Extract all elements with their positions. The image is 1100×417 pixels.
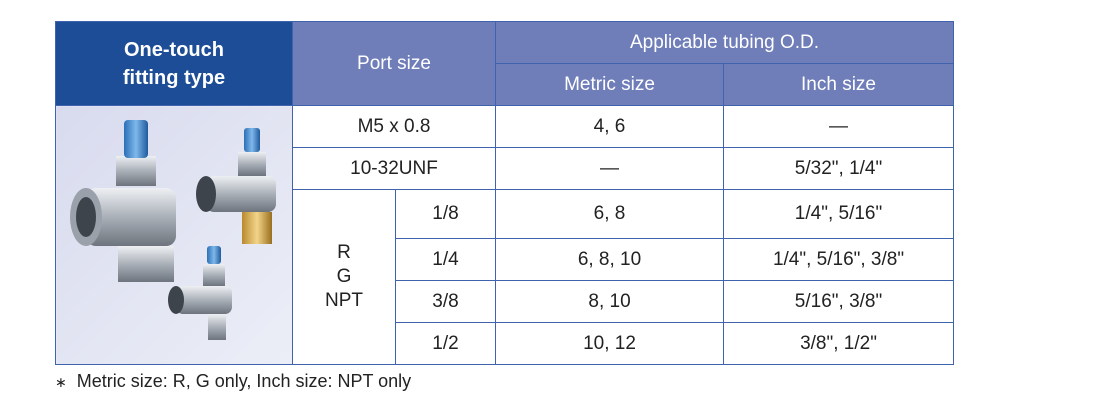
header-text: fitting type [122, 66, 226, 89]
thread-cell: R G NPT [292, 189, 396, 365]
fitting-brass [196, 128, 276, 244]
row: 1/4 6, 8, 10 1/4", 5/16", 3/8" [56, 238, 955, 281]
header-cell: Metric size [495, 63, 725, 106]
row: 3/8 8, 10 5/16", 3/8" [56, 280, 955, 323]
cell: 4, 6 [495, 105, 725, 148]
cell: 10-32UNF [291, 147, 497, 190]
cell: 1/2 [394, 322, 497, 365]
header-row: Metric size Inch size [56, 63, 955, 106]
thread-label: NPT [325, 290, 363, 311]
header-cell: One-touch fitting type [55, 21, 293, 106]
fittings-illustration [70, 120, 276, 340]
cell: — [495, 147, 725, 190]
cell: 6, 8, 10 [495, 238, 725, 281]
spec-table: One-touch fitting type Port size Applicab… [55, 21, 955, 365]
fitting-large [70, 120, 176, 282]
product-image [55, 105, 293, 365]
cell: M5 x 0.8 [291, 105, 497, 148]
cell: 6, 8 [495, 189, 725, 239]
cell: 8, 10 [495, 280, 725, 323]
footnote-mark: ∗ [55, 374, 67, 390]
thread-label: R [337, 242, 351, 263]
cell: 5/32", 1/4" [723, 147, 955, 190]
row: M5 x 0.8 4, 6 — [55, 105, 955, 365]
fitting-small [168, 246, 232, 340]
cell: 1/4", 5/16" [723, 189, 955, 239]
cell: 1/4", 5/16", 3/8" [723, 238, 955, 281]
cell: 3/8 [394, 280, 497, 323]
footnote-text: Metric size: R, G only, Inch size: NPT o… [76, 371, 412, 391]
header-cell: Applicable tubing O.D. [495, 21, 955, 64]
cell: 5/16", 3/8" [723, 280, 955, 323]
cell: 1/8 [394, 189, 497, 239]
cell: 3/8", 1/2" [723, 322, 955, 365]
cell: 10, 12 [495, 322, 725, 365]
header-cell: Port size [291, 21, 497, 106]
footnote: ∗ Metric size: R, G only, Inch size: NPT … [55, 371, 411, 392]
row: 1/2 10, 12 3/8", 1/2" [56, 322, 955, 365]
row: R G NPT 1/8 6, 8 1/4", 5/16" [56, 189, 955, 365]
header-row: One-touch fitting type Port size Applicab… [55, 21, 955, 106]
header-cell: Inch size [723, 63, 955, 106]
cell: — [723, 105, 955, 148]
row: 10-32UNF — 5/32", 1/4" [56, 147, 955, 190]
thread-label: G [336, 266, 352, 287]
header-text: One-touch [124, 38, 224, 61]
cell: 1/4 [394, 238, 497, 281]
